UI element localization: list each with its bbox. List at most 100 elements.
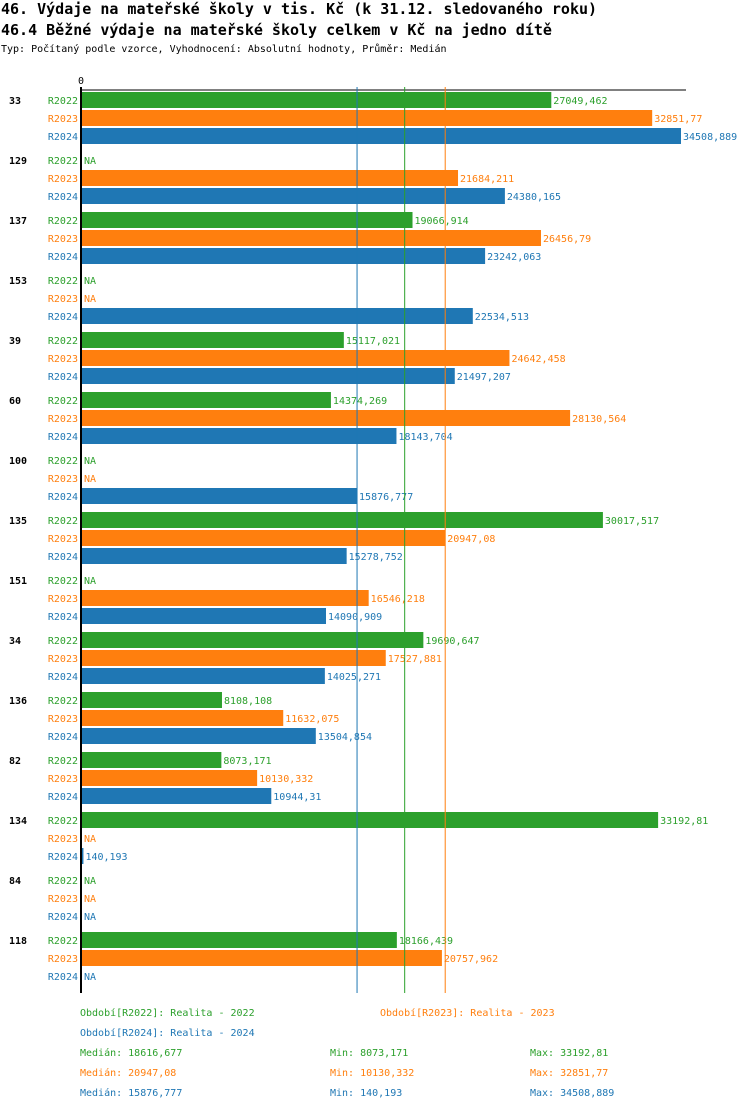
category-label: 134 xyxy=(9,816,27,827)
bar xyxy=(81,530,446,546)
data-label: 13504,854 xyxy=(318,732,372,743)
category-label: 153 xyxy=(9,276,27,287)
series-label: R2023 xyxy=(48,114,78,125)
category-label: 39 xyxy=(9,336,21,347)
category-label: 129 xyxy=(9,156,27,167)
bar xyxy=(81,230,541,246)
series-label: R2022 xyxy=(48,216,78,227)
data-label: 28130,564 xyxy=(572,414,626,425)
bar xyxy=(81,308,473,324)
category-label: 60 xyxy=(9,396,21,407)
min-r2024: Min: 140,193 xyxy=(330,1088,403,1099)
data-label: 20947,08 xyxy=(447,534,495,545)
category-label: 100 xyxy=(9,456,27,467)
data-label: 18143,704 xyxy=(398,432,452,443)
bar xyxy=(81,950,442,966)
series-label: R2022 xyxy=(48,156,78,167)
series-label: R2022 xyxy=(48,876,78,887)
bar xyxy=(81,488,358,504)
na-label: NA xyxy=(84,156,96,167)
series-label: R2023 xyxy=(48,774,78,785)
bar xyxy=(81,170,459,186)
category-label: 151 xyxy=(9,576,27,587)
series-label: R2024 xyxy=(48,852,78,863)
data-label: 33192,81 xyxy=(660,816,708,827)
data-label: 19690,647 xyxy=(425,636,479,647)
bar xyxy=(81,668,325,684)
data-label: 30017,517 xyxy=(605,516,659,527)
bar xyxy=(81,392,331,408)
series-label: R2024 xyxy=(48,672,78,683)
chart-title: 46. Výdaje na mateřské školy v tis. Kč (… xyxy=(1,0,598,18)
bar xyxy=(81,512,603,528)
data-label: 17527,881 xyxy=(388,654,442,665)
data-label: 18166,439 xyxy=(399,936,453,947)
series-label: R2024 xyxy=(48,132,78,143)
data-label: 14374,269 xyxy=(333,396,387,407)
legend-r2024: Období[R2024]: Realita - 2024 xyxy=(80,1028,255,1039)
category-label: 137 xyxy=(9,216,27,227)
bar xyxy=(81,590,369,606)
na-label: NA xyxy=(84,912,96,923)
series-label: R2022 xyxy=(48,276,78,287)
bar xyxy=(81,410,571,426)
series-label: R2024 xyxy=(48,252,78,263)
series-label: R2023 xyxy=(48,234,78,245)
na-label: NA xyxy=(84,474,96,485)
bar xyxy=(81,692,222,708)
na-label: NA xyxy=(84,294,96,305)
data-label: 15117,021 xyxy=(346,336,400,347)
bar xyxy=(81,710,284,726)
bar xyxy=(81,728,316,744)
data-label: 14090,909 xyxy=(328,612,382,623)
na-label: NA xyxy=(84,876,96,887)
chart-info: Typ: Počítaný podle vzorce, Vyhodnocení:… xyxy=(1,44,447,55)
data-label: 15278,752 xyxy=(349,552,403,563)
bar xyxy=(81,788,272,804)
bar xyxy=(81,428,397,444)
median-r2024: Medián: 15876,777 xyxy=(80,1088,183,1099)
category-label: 84 xyxy=(9,876,21,887)
data-label: 10130,332 xyxy=(259,774,313,785)
series-label: R2022 xyxy=(48,696,78,707)
data-label: 27049,462 xyxy=(553,96,607,107)
series-label: R2024 xyxy=(48,792,78,803)
na-label: NA xyxy=(84,456,96,467)
series-label: R2022 xyxy=(48,576,78,587)
category-label: 118 xyxy=(9,936,27,947)
data-label: 23242,063 xyxy=(487,252,541,263)
series-label: R2022 xyxy=(48,96,78,107)
series-label: R2022 xyxy=(48,636,78,647)
series-label: R2023 xyxy=(48,954,78,965)
bar xyxy=(81,128,681,144)
series-label: R2023 xyxy=(48,474,78,485)
series-label: R2023 xyxy=(48,654,78,665)
series-label: R2024 xyxy=(48,432,78,443)
series-label: R2024 xyxy=(48,192,78,203)
na-label: NA xyxy=(84,834,96,845)
data-label: 11632,075 xyxy=(285,714,339,725)
series-label: R2022 xyxy=(48,516,78,527)
series-label: R2023 xyxy=(48,834,78,845)
series-label: R2022 xyxy=(48,336,78,347)
data-label: 26456,79 xyxy=(543,234,591,245)
bar xyxy=(81,932,397,948)
median-r2023: Medián: 20947,08 xyxy=(80,1068,177,1079)
data-label: 21684,211 xyxy=(460,174,514,185)
series-label: R2023 xyxy=(48,594,78,605)
series-label: R2022 xyxy=(48,756,78,767)
series-label: R2022 xyxy=(48,456,78,467)
bar xyxy=(81,770,258,786)
bar xyxy=(81,632,424,648)
bar xyxy=(81,110,653,126)
category-label: 136 xyxy=(9,696,27,707)
data-label: 34508,889 xyxy=(683,132,737,143)
bar xyxy=(81,752,222,768)
bar xyxy=(81,332,344,348)
series-label: R2023 xyxy=(48,714,78,725)
min-r2023: Min: 10130,332 xyxy=(330,1068,415,1079)
series-label: R2023 xyxy=(48,294,78,305)
series-label: R2022 xyxy=(48,816,78,827)
series-label: R2022 xyxy=(48,936,78,947)
data-label: 24380,165 xyxy=(507,192,561,203)
